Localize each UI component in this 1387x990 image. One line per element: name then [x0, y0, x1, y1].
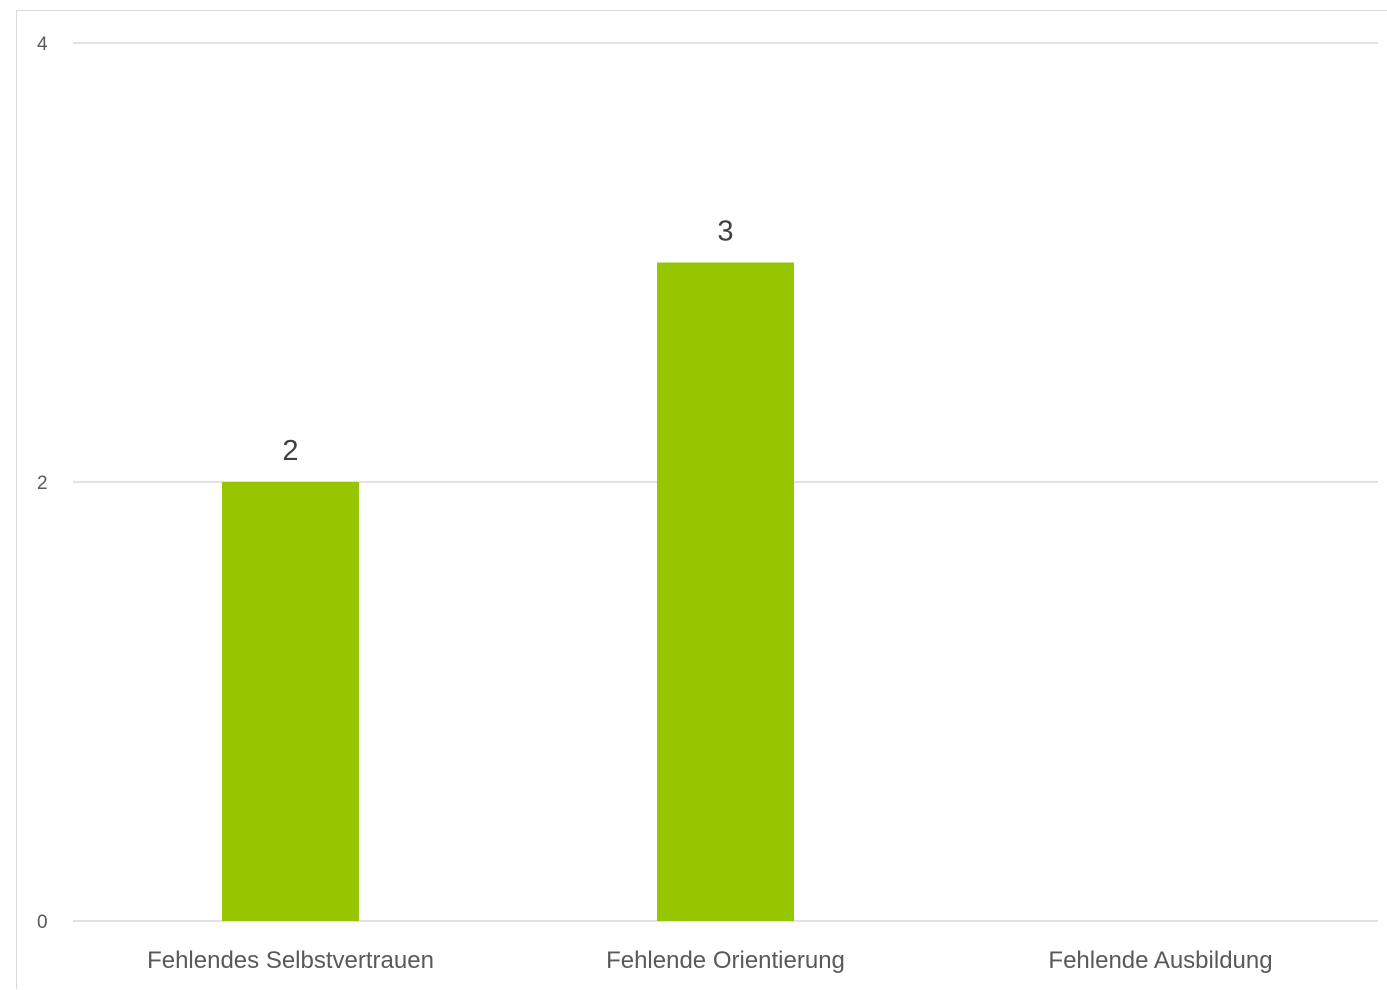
- y-tick-label: 0: [37, 912, 48, 933]
- bar: [657, 262, 794, 921]
- y-tick-label: 4: [37, 34, 48, 55]
- x-tick-label: Fehlende Ausbildung: [1048, 947, 1272, 974]
- data-label: 3: [717, 216, 733, 248]
- x-tick-label: Fehlendes Selbstvertrauen: [147, 947, 434, 974]
- bars: [222, 262, 794, 921]
- data-labels: 23: [282, 216, 733, 468]
- y-axis-ticks: 0 2 4: [37, 34, 48, 933]
- data-label: 2: [282, 435, 298, 467]
- x-tick-label: Fehlende Orientierung: [606, 947, 845, 974]
- bar: [222, 482, 359, 921]
- bar-chart: 024 23 Fehlendes Selbstvertrauen Fehlende…: [37, 34, 1378, 974]
- x-axis-ticks: Fehlendes Selbstvertrauen Fehlende Orient…: [147, 947, 1273, 974]
- y-tick-label: 2: [37, 473, 48, 494]
